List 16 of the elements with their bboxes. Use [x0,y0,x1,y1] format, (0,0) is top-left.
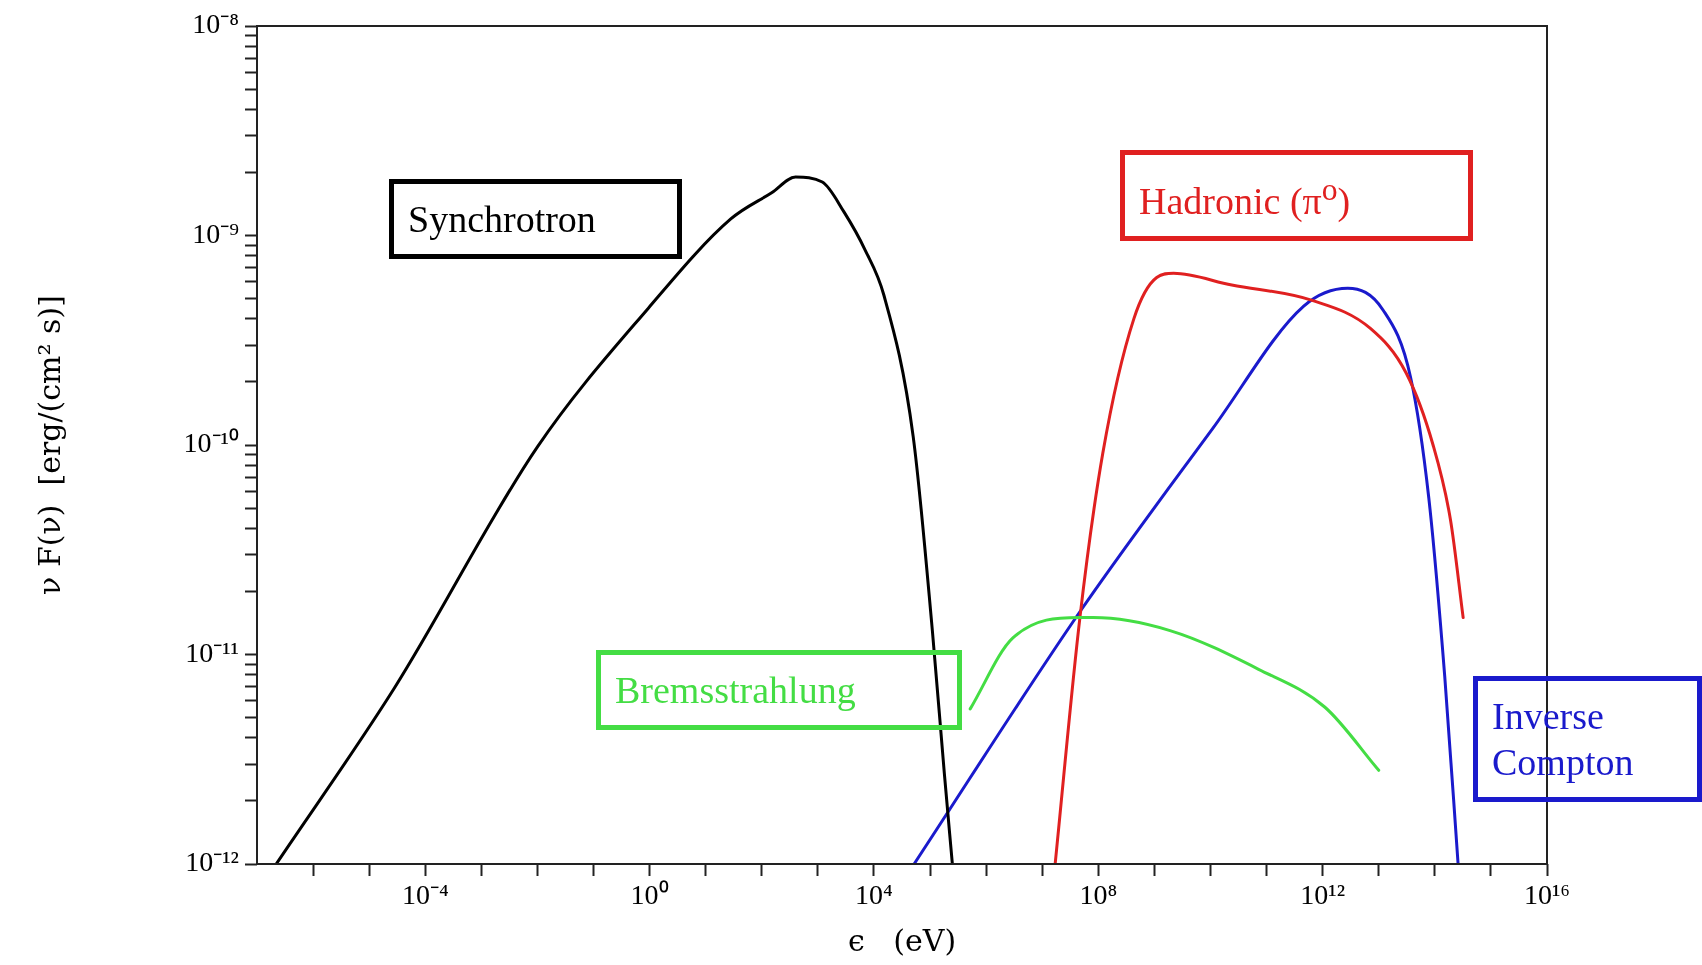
y-tick-label: 10⁻¹⁰ [183,427,239,459]
y-tick-label: 10⁻¹¹ [185,636,239,668]
y-tick-label: 10⁻¹² [185,846,239,878]
x-tick-label: 10¹² [1300,879,1346,911]
x-axis-title: ϵ (eV) [847,922,957,958]
y-axis-title: ν F(ν) [erg/(cm² s)] [31,295,67,595]
y-tick-label: 10⁻⁸ [192,8,239,40]
y-tick-label: 10⁻⁹ [192,217,239,249]
text: Bremsstrahlung [596,650,962,730]
x-tick-label: 10⁰ [630,879,669,911]
x-tick-label: 10⁴ [855,879,893,911]
x-tick-label: 10⁻⁴ [401,879,449,911]
x-tick-label: 10⁸ [1079,879,1118,911]
series-label: Hadronic (π$^{o}$) [1120,150,1473,241]
text: Synchrotron [389,179,682,259]
x-tick-label: 10¹⁶ [1523,879,1571,911]
